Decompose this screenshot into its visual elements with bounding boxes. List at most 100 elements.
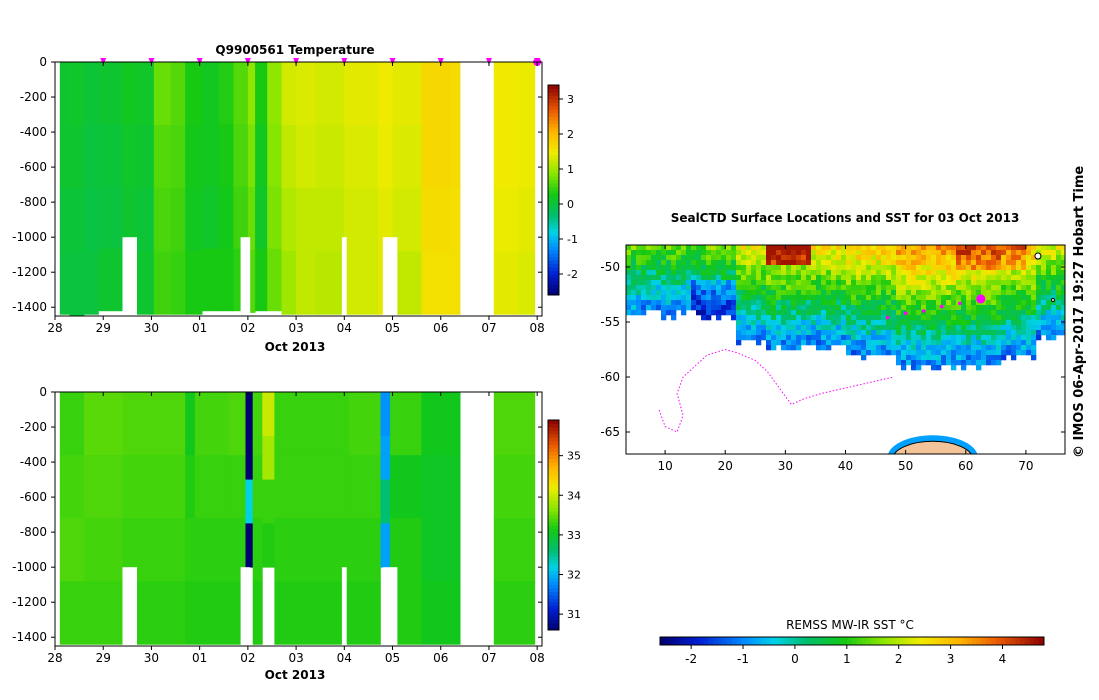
sst-pixel — [1031, 260, 1037, 266]
sst-pixel — [966, 355, 972, 361]
section-cell — [247, 124, 256, 188]
sst-pixel — [756, 305, 762, 311]
sst-pixel — [896, 305, 902, 311]
sst-pixel — [651, 290, 657, 296]
sst-pixel — [1051, 310, 1057, 316]
sst-pixel — [896, 280, 902, 286]
sst-pixel — [851, 280, 857, 286]
sst-pixel — [801, 300, 807, 306]
sst-pixel — [706, 260, 712, 266]
sst-pixel — [641, 280, 647, 286]
sst-pixel — [1001, 315, 1007, 321]
sst-pixel — [751, 245, 757, 251]
sst-pixel — [916, 355, 922, 361]
sst-pixel — [931, 365, 937, 371]
sst-pixel — [681, 270, 687, 276]
sst-pixel — [1046, 260, 1052, 266]
sst-pixel — [861, 270, 867, 276]
sst-pixel — [881, 330, 887, 336]
sst-pixel — [971, 290, 977, 296]
sst-map-panel: SealCTD Surface Locations and SST for 03… — [600, 211, 1066, 666]
colorbar-swatch — [548, 420, 559, 424]
sst-pixel — [691, 275, 697, 281]
sst-pixel — [946, 340, 952, 346]
section-cell — [252, 581, 263, 645]
sst-pixel — [1006, 345, 1012, 351]
sst-pixel — [956, 310, 962, 316]
sst-pixel — [901, 335, 907, 341]
section-cell — [493, 188, 519, 252]
sst-pixel — [716, 310, 722, 316]
sst-pixel — [816, 295, 822, 301]
section-cell — [218, 62, 234, 125]
sst-pixel — [891, 245, 897, 251]
sst-pixel — [1006, 260, 1012, 266]
sst-pixel — [886, 295, 892, 301]
sst-pixel — [846, 285, 852, 291]
sst-pixel — [931, 255, 937, 261]
sst-pixel — [796, 305, 802, 311]
sst-pixel — [971, 285, 977, 291]
y-tick-label: 0 — [39, 55, 47, 69]
sst-pixel — [946, 280, 952, 286]
sst-pixel — [971, 355, 977, 361]
colorbar-swatch — [548, 267, 559, 271]
sst-pixel — [726, 255, 732, 261]
sst-pixel — [826, 335, 832, 341]
colorbar-swatch — [548, 148, 559, 152]
sst-pixel — [991, 285, 997, 291]
sst-pixel — [796, 325, 802, 331]
sst-pixel — [706, 280, 712, 286]
sst-pixel — [746, 305, 752, 311]
sst-pixel — [1061, 245, 1065, 251]
sst-pixel — [706, 265, 712, 271]
sst-pixel — [766, 330, 772, 336]
sst-pixel — [1046, 275, 1052, 281]
colorbar-swatch — [548, 284, 559, 289]
sst-pixel — [906, 265, 912, 271]
section-cell — [202, 248, 220, 312]
sst-pixel — [791, 305, 797, 311]
sst-pixel — [851, 275, 857, 281]
sst-pixel — [856, 335, 862, 341]
sst-pixel — [971, 335, 977, 341]
sst-pixel — [896, 310, 902, 316]
sst-pixel — [806, 340, 812, 346]
sst-pixel — [1016, 325, 1022, 331]
sst-pixel — [961, 265, 967, 271]
map-colorbar-swatch — [1010, 637, 1016, 645]
sst-pixel — [776, 280, 782, 286]
sst-pixel — [971, 340, 977, 346]
salinity-cells — [59, 392, 536, 646]
sst-pixel — [806, 275, 812, 281]
sst-pixel — [871, 265, 877, 271]
sst-pixel — [956, 295, 962, 301]
sst-pixel — [766, 250, 772, 256]
sst-pixel — [991, 280, 997, 286]
sst-pixel — [916, 280, 922, 286]
sst-pixel — [831, 295, 837, 301]
historic-track — [658, 348, 894, 433]
sst-pixel — [991, 335, 997, 341]
sst-pixel — [736, 320, 742, 326]
section-cell — [83, 251, 99, 315]
map-colorbar-swatch — [756, 637, 762, 645]
colorbar-swatch — [548, 130, 559, 135]
sst-pixel — [796, 290, 802, 296]
map-colorbar-swatch — [1020, 637, 1026, 645]
sst-pixel — [956, 335, 962, 341]
sst-pixel — [811, 285, 817, 291]
sst-pixel — [1031, 315, 1037, 321]
map-colorbar-swatch — [717, 637, 723, 645]
sst-pixel — [1061, 285, 1065, 291]
sst-pixel — [916, 245, 922, 251]
sst-pixel — [896, 275, 902, 281]
sst-pixel — [1026, 245, 1032, 251]
colorbar-swatch — [548, 246, 559, 250]
sst-pixel — [646, 285, 652, 291]
section-cell — [83, 581, 123, 645]
sst-pixel — [806, 285, 812, 291]
sst-pixel — [776, 275, 782, 281]
sst-pixel — [926, 265, 932, 271]
sst-pixel — [711, 290, 717, 296]
